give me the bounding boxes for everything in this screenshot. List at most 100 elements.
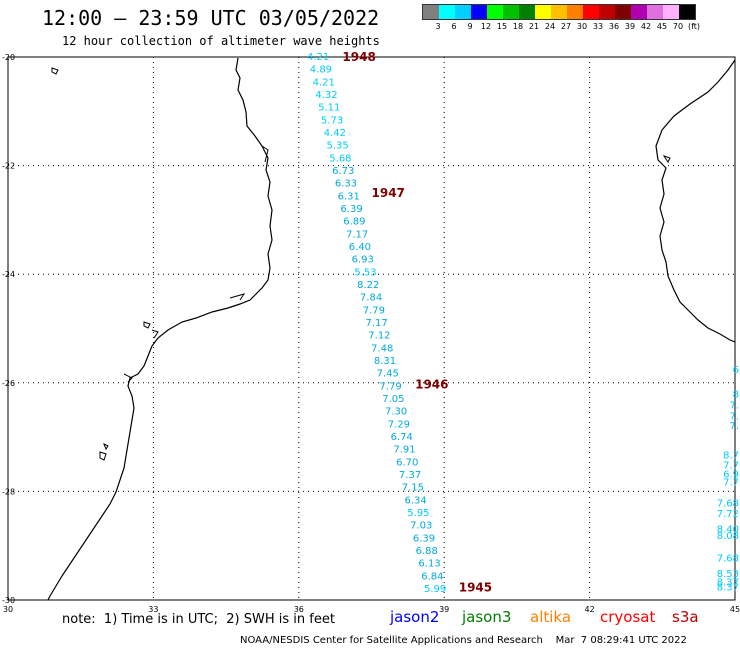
edge-swh-value: 8.7 — [723, 450, 739, 461]
legend-swatch — [551, 5, 567, 19]
swh-value: 6.93 — [352, 255, 374, 266]
swh-value: 6.34 — [405, 495, 427, 506]
legend-label: 15 — [496, 22, 508, 31]
coast-detail — [151, 329, 159, 339]
coast-detail — [229, 293, 246, 301]
satellite-s3a: s3a — [672, 608, 699, 626]
legend-swatch — [423, 5, 439, 19]
swh-value: 4.21 — [307, 52, 329, 63]
swh-value: 6.33 — [335, 179, 357, 190]
swh-value: 4.21 — [313, 77, 335, 88]
legend-label: 70 — [672, 22, 684, 31]
swh-value: 6.13 — [418, 559, 440, 570]
x-tick-label: 42 — [585, 605, 595, 614]
y-tick-label: -20 — [2, 53, 15, 62]
edge-swh-value: 7.7 — [723, 478, 739, 489]
satellite-cryosat: cryosat — [600, 608, 656, 626]
swh-value: 7.17 — [366, 318, 388, 329]
swh-value: 4.89 — [310, 65, 332, 76]
y-tick-label: -30 — [2, 596, 15, 605]
swh-value: 7.79 — [379, 381, 401, 392]
legend-swatch — [567, 5, 583, 19]
swh-value: 5.95 — [407, 508, 429, 519]
edge-swh-value: 7.72 — [717, 509, 739, 520]
footer-credit: NOAA/NESDIS Center for Satellite Applica… — [240, 635, 687, 646]
coast-detail — [123, 373, 133, 383]
legend-swatch — [519, 5, 535, 19]
legend-label: 45 — [656, 22, 668, 31]
color-legend: 3 6 9 12 15 18 21 24 27 30 33 36 39 42 45 70 (ft) — [422, 4, 700, 34]
swh-value: 6.70 — [396, 457, 418, 468]
legend-swatch — [535, 5, 551, 19]
satellite-jason2: jason2 — [390, 608, 440, 626]
legend-label: 9 — [467, 22, 473, 31]
legend-swatch — [599, 5, 615, 19]
x-tick-label: 45 — [730, 605, 740, 614]
map-frame — [7, 56, 736, 601]
y-tick-label: -24 — [2, 270, 15, 279]
satellite-altika: altika — [530, 608, 572, 626]
swh-value: 7.03 — [410, 521, 432, 532]
island-marker — [99, 451, 107, 461]
page-title: 12:00 — 23:59 UTC 03/05/2022 — [42, 6, 380, 30]
legend-swatch — [631, 5, 647, 19]
x-tick-label: 36 — [294, 605, 304, 614]
swh-value: 7.37 — [399, 470, 421, 481]
legend-label: (ft) — [687, 22, 701, 31]
pass-time-label: 1947 — [372, 186, 405, 200]
legend-swatch — [647, 5, 663, 19]
swh-value: 6.73 — [332, 166, 354, 177]
edge-swh-value: 8.08 — [717, 531, 739, 542]
edge-swh-value: 7. — [729, 421, 739, 432]
madagascar-coastline — [655, 59, 736, 343]
legend-swatch — [455, 5, 471, 19]
legend-label: 24 — [544, 22, 556, 31]
legend-swatch — [471, 5, 487, 19]
island-marker — [143, 321, 151, 329]
pass-time-labels: 1948 1947 1946 1945 — [342, 50, 492, 595]
satellite-jason3: jason3 — [462, 608, 512, 626]
legend-label: 33 — [592, 22, 604, 31]
island-marker — [51, 67, 59, 75]
legend-label: 27 — [560, 22, 572, 31]
legend-label: 30 — [576, 22, 588, 31]
swh-value: 7.29 — [388, 419, 410, 430]
swh-value: 7.79 — [363, 305, 385, 316]
swh-value: 6.39 — [340, 204, 362, 215]
swh-value: 6.84 — [421, 571, 443, 582]
edge-swh-value: 7.7 — [723, 460, 739, 471]
swh-value: 7.48 — [371, 343, 393, 354]
edge-swh-value: 7. — [729, 401, 739, 412]
swh-value: 7.91 — [393, 445, 415, 456]
x-tick-label: 33 — [148, 605, 158, 614]
swh-value: 4.32 — [315, 90, 337, 101]
y-tick-label: -22 — [2, 162, 15, 171]
x-tick-label: 39 — [439, 605, 449, 614]
island-marker — [662, 155, 671, 163]
swh-value: 7.84 — [360, 293, 382, 304]
legend-swatch — [583, 5, 599, 19]
legend-swatches — [422, 4, 696, 20]
swh-value: 6.40 — [349, 242, 371, 253]
legend-swatch — [503, 5, 519, 19]
edge-swh-value: 7.68 — [717, 498, 739, 509]
pass-time-label: 1948 — [342, 50, 375, 64]
legend-label: 36 — [608, 22, 620, 31]
swh-value: 8.22 — [357, 280, 379, 291]
y-tick-label: -26 — [2, 379, 15, 388]
edge-swh-value: 6 — [733, 365, 739, 376]
swh-value: 6.88 — [416, 546, 438, 557]
legend-swatch — [679, 5, 695, 19]
edge-swh-value: 7.68 — [717, 554, 739, 565]
legend-label: 6 — [451, 22, 457, 31]
swh-value: 7.17 — [346, 229, 368, 240]
swh-value: 5.68 — [329, 153, 351, 164]
edge-swh-value: 7. — [729, 411, 739, 422]
edge-swh-value: 6.9 — [723, 469, 739, 480]
legend-swatch — [439, 5, 455, 19]
edge-swh-value: 8.40 — [717, 524, 739, 535]
swh-value: 7.12 — [368, 331, 390, 342]
legend-label: 39 — [624, 22, 636, 31]
footer-note: note: 1) Time is in UTC; 2) SWH is in fe… — [62, 612, 335, 627]
